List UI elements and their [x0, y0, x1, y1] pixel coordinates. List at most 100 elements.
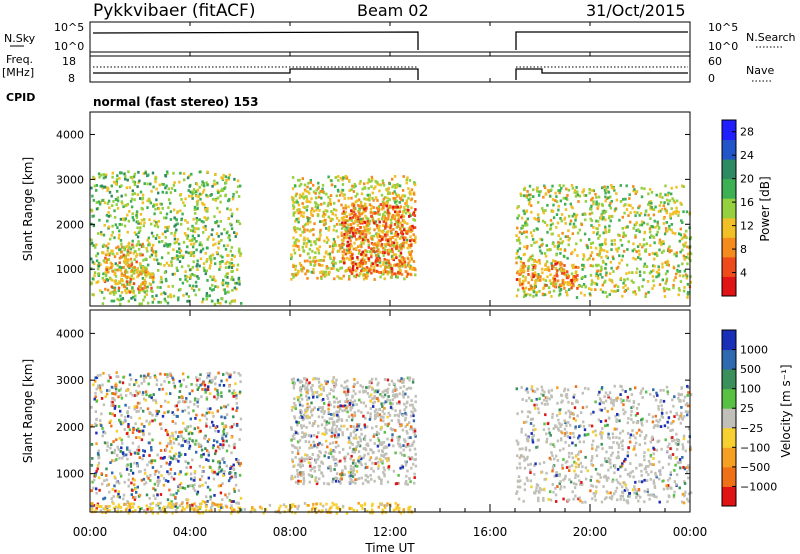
data-mark: [378, 189, 381, 193]
data-mark: [407, 208, 410, 212]
colorbar-tick-label: 8: [740, 243, 747, 256]
data-mark: [364, 237, 368, 240]
data-mark: [120, 250, 123, 254]
data-mark: [404, 211, 408, 215]
data-mark: [592, 257, 595, 261]
data-mark: [190, 172, 193, 176]
data-mark: [110, 443, 113, 446]
data-mark: [120, 274, 123, 277]
data-mark: [391, 433, 394, 437]
data-mark: [364, 214, 367, 218]
data-mark: [302, 476, 305, 480]
data-mark: [369, 211, 373, 214]
data-mark: [222, 443, 225, 447]
data-mark: [322, 210, 325, 214]
data-mark: [126, 280, 129, 284]
data-mark: [516, 206, 519, 210]
data-mark: [414, 183, 417, 187]
data-mark: [138, 493, 142, 497]
data-mark: [116, 174, 119, 178]
data-mark: [664, 193, 667, 197]
data-mark: [195, 492, 199, 496]
data-mark: [520, 232, 524, 236]
data-mark: [413, 214, 417, 217]
data-mark: [209, 264, 212, 267]
data-mark: [410, 273, 413, 277]
data-mark: [125, 432, 129, 435]
data-mark: [222, 474, 225, 477]
data-mark: [170, 264, 173, 267]
data-mark: [306, 402, 309, 406]
data-mark: [396, 413, 399, 417]
data-mark: [597, 276, 600, 280]
data-mark: [160, 202, 163, 206]
data-mark: [306, 200, 309, 203]
data-mark: [596, 253, 599, 256]
data-mark: [402, 245, 405, 249]
data-mark: [535, 260, 539, 264]
data-mark: [101, 186, 104, 190]
data-mark: [291, 381, 294, 385]
data-mark: [535, 293, 538, 297]
data-mark: [97, 172, 101, 176]
data-mark: [566, 193, 569, 197]
data-mark: [682, 254, 685, 258]
data-mark: [173, 241, 176, 245]
data-mark: [318, 209, 321, 212]
data-mark: [206, 195, 209, 198]
data-mark: [405, 199, 408, 203]
data-mark: [355, 428, 359, 431]
data-mark: [202, 182, 205, 185]
data-mark: [613, 284, 616, 288]
data-mark: [308, 256, 312, 260]
data-mark: [205, 424, 208, 428]
data-mark: [143, 182, 146, 185]
data-mark: [150, 459, 153, 463]
data-mark: [197, 195, 200, 199]
data-mark: [308, 229, 312, 233]
data-mark: [517, 214, 521, 217]
data-mark: [230, 277, 233, 281]
data-mark: [335, 229, 338, 233]
y-tick-label: 1000: [56, 263, 84, 276]
data-mark: [119, 387, 122, 391]
data-mark: [413, 458, 417, 462]
data-mark: [615, 247, 618, 251]
data-mark: [533, 283, 537, 287]
data-mark: [153, 482, 157, 486]
data-mark: [106, 186, 109, 190]
data-mark: [321, 220, 324, 223]
data-mark: [156, 484, 160, 487]
data-mark: [533, 264, 536, 267]
data-mark: [563, 287, 566, 290]
data-mark: [592, 226, 595, 229]
data-mark: [520, 282, 524, 286]
data-mark: [185, 466, 188, 469]
data-mark: [346, 405, 349, 408]
data-mark: [302, 482, 305, 486]
data-mark: [563, 216, 567, 220]
freq-tick-top: 18: [62, 55, 76, 68]
data-mark: [398, 254, 401, 258]
data-mark: [634, 223, 638, 226]
data-mark: [206, 388, 210, 391]
data-mark: [388, 198, 391, 201]
data-mark: [600, 265, 603, 269]
data-mark: [113, 459, 117, 463]
data-mark: [100, 231, 103, 234]
data-mark: [666, 193, 670, 197]
data-mark: [346, 256, 349, 260]
data-mark: [206, 407, 209, 411]
data-mark: [298, 416, 302, 419]
data-mark: [200, 243, 203, 247]
data-mark: [564, 222, 567, 225]
data-mark: [217, 224, 220, 228]
data-mark: [112, 440, 115, 443]
data-mark: [601, 186, 604, 190]
data-mark: [353, 274, 356, 278]
data-mark: [607, 216, 611, 220]
data-mark: [135, 405, 138, 408]
data-mark: [334, 213, 337, 217]
data-mark: [235, 287, 238, 291]
data-mark: [292, 244, 295, 248]
